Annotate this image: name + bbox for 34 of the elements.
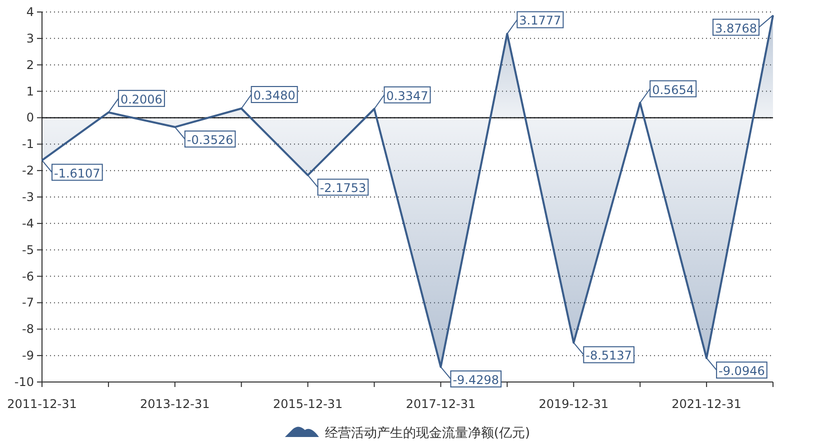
y-tick-label: 3 (26, 31, 34, 46)
legend-label: 经营活动产生的现金流量净额(亿元) (324, 425, 530, 441)
y-tick-label: 4 (26, 5, 34, 19)
text: -9.0946 (718, 364, 765, 378)
text: 0.5654 (652, 82, 694, 97)
text: -0.3526 (186, 133, 234, 148)
text: -2.1753 (320, 181, 366, 196)
text: -9.4298 (452, 372, 500, 387)
y-tick-label: 1 (26, 84, 34, 98)
y-tick-label: 2 (26, 58, 34, 72)
y-tick-label: -4 (22, 216, 34, 230)
y-tick-label: -10 (14, 375, 34, 389)
y-tick-label: 0 (26, 110, 34, 125)
text: 0.3480 (253, 88, 296, 103)
y-tick-label: -3 (22, 190, 34, 204)
y-tick-label: -5 (22, 242, 34, 257)
x-tick-label: 2019-12-31 (538, 397, 609, 411)
text: -8.5137 (586, 348, 632, 363)
y-tick-label: -7 (22, 296, 34, 310)
x-tick-label: 2015-12-31 (272, 397, 343, 411)
x-tick-label: 2021-12-31 (672, 397, 742, 411)
y-tick-label: -2 (22, 164, 34, 178)
x-tick-label: 2017-12-31 (406, 397, 476, 411)
y-tick-label: -9 (22, 348, 34, 363)
x-tick-label: 2011-12-31 (7, 397, 77, 411)
text: 0.3347 (386, 88, 428, 103)
y-tick-label: -8 (22, 322, 34, 336)
text: 3.1777 (519, 14, 562, 28)
x-tick-label: 2013-12-31 (140, 397, 210, 411)
y-tick-label: -1 (22, 137, 34, 152)
y-tick-label: -6 (22, 269, 34, 284)
text: 0.2006 (120, 92, 162, 106)
text: 3.8768 (715, 21, 757, 36)
text: -1.6107 (54, 166, 100, 180)
